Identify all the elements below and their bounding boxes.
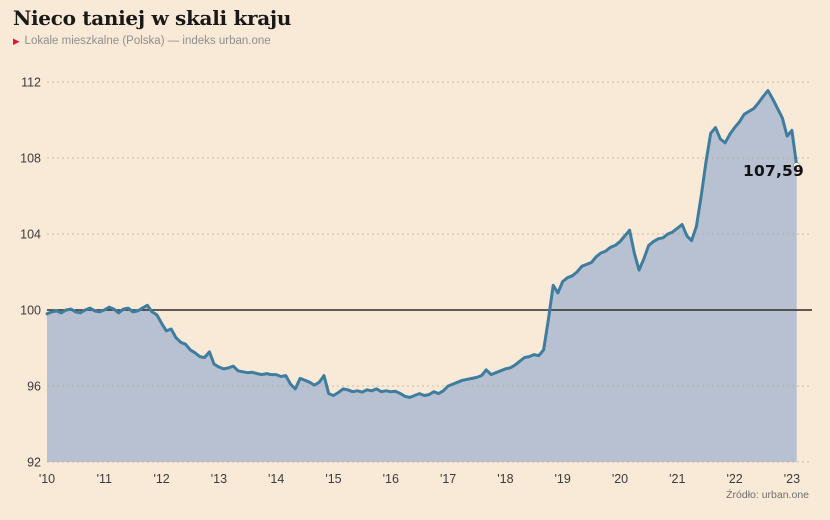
- y-axis-tick-96: 96: [27, 380, 41, 394]
- x-axis-tick-11: '11: [97, 472, 112, 486]
- index-area-fill: [47, 90, 797, 462]
- index-line: [45, 89, 799, 399]
- x-axis-tick-17: '17: [440, 472, 456, 486]
- legend-marker-icon: ▶: [13, 36, 20, 47]
- last-value-label: 107,59: [742, 162, 804, 180]
- chart-title: Nieco taniej w skali kraju: [13, 6, 292, 30]
- source-note: Źródło: urban.one: [726, 489, 809, 501]
- chart-legend: ▶ Lokale mieszkalne (Polska) — indeks ur…: [13, 35, 291, 47]
- legend-label: Lokale mieszkalne (Polska) — indeks urba…: [24, 35, 271, 47]
- x-axis-tick-15: '15: [325, 472, 341, 486]
- x-axis-tick-18: '18: [497, 472, 513, 486]
- x-axis-tick-12: '12: [153, 472, 169, 486]
- x-axis-tick-23: '23: [784, 472, 800, 486]
- y-axis-tick-92: 92: [27, 456, 41, 470]
- x-axis-tick-13: '13: [211, 472, 227, 486]
- x-axis-tick-10: '10: [39, 472, 55, 486]
- x-axis-tick-21: '21: [669, 472, 685, 486]
- x-axis-tick-22: '22: [726, 472, 742, 486]
- y-axis-tick-104: 104: [20, 228, 41, 242]
- x-axis-tick-20: '20: [612, 472, 628, 486]
- y-axis-tick-108: 108: [20, 152, 41, 166]
- x-axis-tick-14: '14: [268, 472, 284, 486]
- chart-header: Nieco taniej w skali kraju ▶ Lokale mies…: [13, 6, 291, 47]
- y-axis-tick-112: 112: [21, 76, 41, 90]
- end-point-dot: [793, 162, 801, 170]
- x-axis-tick-19: '19: [555, 472, 571, 486]
- y-axis-tick-100: 100: [20, 304, 41, 318]
- x-axis-tick-16: '16: [383, 472, 399, 486]
